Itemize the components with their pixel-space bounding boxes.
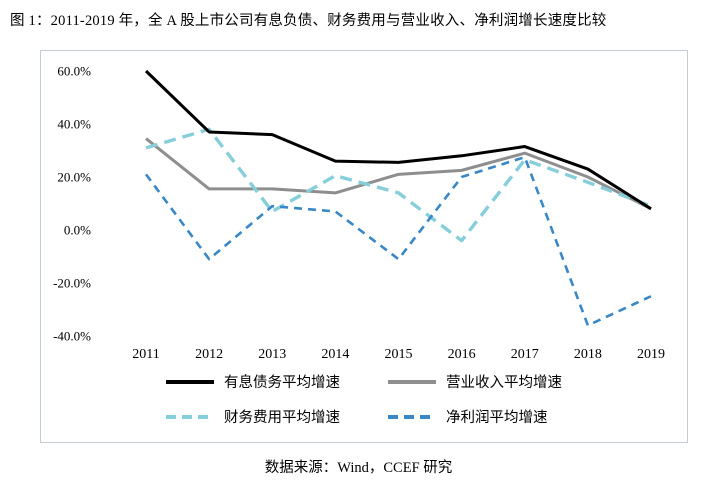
line-chart: 60.0% 40.0% 20.0% 0.0% -20.0% -40.0% 2011 2012 2… [53, 64, 665, 363]
legend-line-finance-expense [166, 414, 214, 419]
svg-text:2011: 2011 [132, 347, 159, 362]
svg-text:2014: 2014 [321, 347, 349, 362]
legend-item-net-profit: 净利润平均增速 [388, 406, 562, 427]
svg-text:2018: 2018 [574, 347, 602, 362]
svg-text:2015: 2015 [385, 347, 413, 362]
svg-text:2012: 2012 [195, 347, 223, 362]
svg-text:20.0%: 20.0% [57, 170, 91, 185]
legend-label-interest-debt: 有息债务平均增速 [224, 375, 340, 391]
svg-text:40.0%: 40.0% [57, 117, 91, 132]
svg-text:-20.0%: -20.0% [53, 276, 91, 291]
svg-text:60.0%: 60.0% [57, 64, 91, 79]
svg-text:0.0%: 0.0% [64, 223, 91, 238]
legend-item-interest-debt: 有息债务平均增速 [166, 371, 340, 392]
svg-text:2013: 2013 [258, 347, 286, 362]
legend-label-net-profit: 净利润平均增速 [446, 410, 548, 426]
legend-item-finance-expense: 财务费用平均增速 [166, 406, 340, 427]
svg-text:-40.0%: -40.0% [53, 329, 91, 344]
svg-text:2019: 2019 [637, 347, 665, 362]
chart-container: 60.0% 40.0% 20.0% 0.0% -20.0% -40.0% 2011 2012 2… [40, 50, 688, 443]
legend-label-finance-expense: 财务费用平均增速 [224, 410, 340, 426]
figure-title: 图 1：2011-2019 年，全 A 股上市公司有息负债、财务费用与营业收入、… [10, 13, 607, 29]
legend-line-interest-debt [166, 379, 214, 384]
legend-label-revenue: 营业收入平均增速 [446, 375, 562, 391]
legend-item-revenue: 营业收入平均增速 [388, 371, 562, 392]
svg-text:2017: 2017 [511, 347, 539, 362]
chart-legend: 有息债务平均增速 营业收入平均增速 财务费用平均增速 净利润平均增速 [41, 371, 687, 427]
data-source: 数据来源：Wind，CCEF 研究 [264, 460, 453, 476]
legend-line-revenue [388, 379, 436, 384]
legend-line-net-profit [388, 414, 436, 419]
svg-text:2016: 2016 [448, 347, 476, 362]
